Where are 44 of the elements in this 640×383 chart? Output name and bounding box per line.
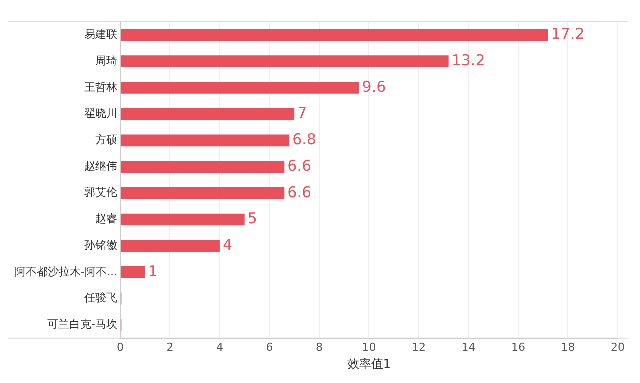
x-tick-label: 2 <box>166 340 174 354</box>
bar <box>120 266 146 278</box>
x-tick-label: 20 <box>611 340 625 354</box>
y-tick-label: 可兰白克-马坎 <box>47 318 118 332</box>
y-tick-label: 赵继伟 <box>84 160 118 173</box>
y-tick-label: 易建联 <box>84 28 118 42</box>
data-label: 6.6 <box>288 183 312 202</box>
data-label: 5 <box>248 210 258 228</box>
data-label: 13.2 <box>452 51 486 70</box>
x-tick-label: 12 <box>412 340 426 354</box>
x-tick-label: 14 <box>462 340 476 354</box>
y-tick-label: 赵睿 <box>95 212 118 226</box>
x-tick-label: 0 <box>116 340 124 354</box>
y-tick-label: 方硕 <box>95 134 118 147</box>
data-label: 7 <box>298 104 308 122</box>
x-tick-label: 8 <box>316 340 323 354</box>
bar <box>120 29 548 42</box>
data-label: 6.6 <box>288 156 312 175</box>
data-label: 9.6 <box>362 78 386 96</box>
y-tick-label: 郭艾伦 <box>84 186 118 200</box>
x-axis-title: 效率值1 <box>347 356 392 371</box>
bar <box>120 161 285 173</box>
data-label: 6.8 <box>292 130 316 149</box>
y-tick-label: 任骏飞 <box>83 292 118 305</box>
bar <box>120 214 245 226</box>
x-tick-label: 18 <box>561 340 576 354</box>
bar <box>120 82 360 94</box>
bar <box>120 134 290 147</box>
bar <box>120 240 220 252</box>
bar <box>120 108 295 120</box>
y-tick-label: 周琦 <box>95 54 118 68</box>
x-tick-label: 16 <box>511 340 526 354</box>
x-tick-label: 10 <box>362 340 376 354</box>
y-tick-label: 王哲林 <box>84 80 118 94</box>
x-tick-label: 6 <box>266 340 274 354</box>
bar <box>120 56 449 68</box>
data-label: 17.2 <box>551 25 585 44</box>
bar <box>120 187 285 200</box>
data-label: 4 <box>222 236 233 254</box>
y-tick-label: 翟晓川 <box>84 107 118 120</box>
x-tick-label: 4 <box>216 340 224 354</box>
y-tick-label: 孙铭徽 <box>84 238 118 252</box>
y-tick-label: 阿不都沙拉木-阿不... <box>14 265 118 278</box>
data-label: 1 <box>148 262 158 280</box>
